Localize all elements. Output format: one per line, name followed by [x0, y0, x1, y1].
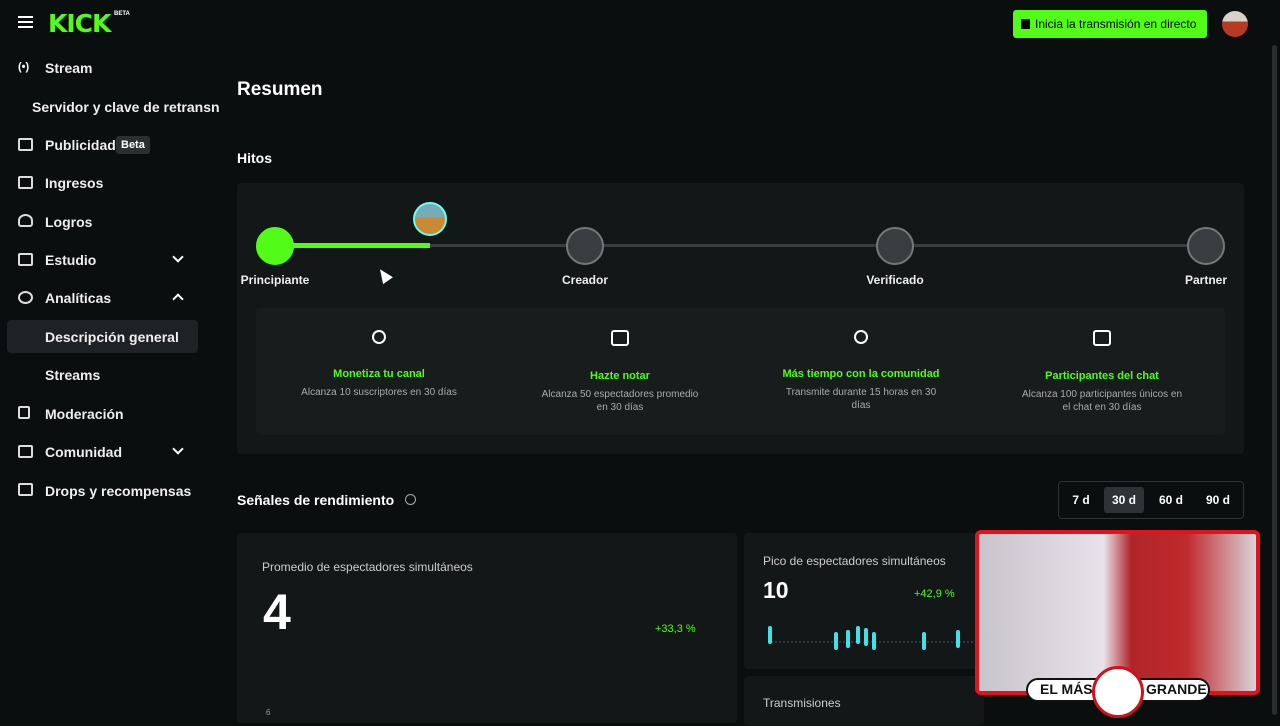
- task-icon: [372, 330, 386, 344]
- period-button[interactable]: 7 d: [1072, 493, 1090, 507]
- period-button[interactable]: 90 d: [1205, 493, 1230, 507]
- progress-track: [275, 244, 1206, 247]
- task-title: Monetiza tu canal: [333, 368, 425, 380]
- task-icon: [854, 330, 868, 344]
- progress-avatar: [413, 202, 447, 236]
- milestone-label: Creador: [561, 273, 609, 287]
- stat-card: [744, 533, 984, 669]
- task-title: Hazte notar: [590, 370, 650, 382]
- section-heading: Señales de rendimiento: [237, 492, 395, 508]
- task-icon: [1093, 330, 1111, 346]
- period-button[interactable]: 30 d: [1104, 487, 1144, 513]
- milestone-label: Principiante: [240, 273, 310, 287]
- stat-label: Transmisiones: [763, 696, 841, 710]
- nav-item[interactable]: Servidor y clave de retransn: [32, 99, 220, 115]
- nav-item[interactable]: Descripción general: [45, 329, 179, 345]
- scrollbar[interactable]: [1272, 45, 1277, 715]
- nav-icon: [18, 445, 33, 458]
- milestone-node: [876, 227, 914, 265]
- sparkline-base: [768, 641, 973, 643]
- caption-text: GRANDE: [1146, 681, 1207, 697]
- task: Hazte notar Alcanza 50 espectadores prome…: [520, 330, 720, 414]
- stat-card: [744, 676, 984, 726]
- page-title: Resumen: [237, 79, 323, 100]
- club-crest: [1092, 666, 1144, 718]
- nav-item[interactable]: Ingresos: [45, 175, 104, 191]
- progress-fill: [275, 243, 430, 248]
- logo-badge: BETA: [114, 11, 130, 17]
- nav-item[interactable]: Logros: [45, 214, 93, 230]
- stat-change: +33,3 %: [655, 623, 696, 635]
- task: Más tiempo con la comunidad Transmite dur…: [761, 330, 961, 412]
- task-icon: [611, 330, 629, 346]
- milestone-label: Verificado: [866, 273, 924, 287]
- nav-icon: [18, 214, 33, 227]
- task: Monetiza tu canal Alcanza 10 suscriptores…: [279, 330, 479, 399]
- stat-label: Promedio de espectadores simultáneos: [262, 560, 473, 574]
- nav-icon: [18, 138, 33, 151]
- task: Participantes del chat Alcanza 100 partic…: [1002, 330, 1202, 414]
- task-description: Transmite durante 15 horas en 30 días: [785, 387, 937, 411]
- sparkline-bars: [768, 626, 772, 644]
- milestone-node: [1187, 227, 1225, 265]
- user-avatar[interactable]: [1222, 11, 1248, 37]
- nav-icon: [18, 291, 33, 304]
- live-button-label: Inicia la transmisión en directo: [1035, 17, 1197, 31]
- axis-tick: 6: [266, 708, 271, 717]
- nav-icon: [18, 253, 33, 266]
- stat-label: Pico de espectadores simultáneos: [763, 554, 946, 568]
- nav-item[interactable]: Moderación: [45, 406, 124, 422]
- info-icon[interactable]: [405, 494, 416, 505]
- nav-icon: (•): [18, 61, 30, 73]
- milestone-node: [566, 227, 604, 265]
- task-title: Más tiempo con la comunidad: [782, 368, 940, 380]
- live-button[interactable]: Inicia la transmisión en directo: [1013, 10, 1207, 38]
- milestone-node: [256, 227, 294, 265]
- nav-item[interactable]: Comunidad: [45, 444, 122, 460]
- nav-item[interactable]: Estudio: [45, 252, 97, 268]
- live-button-icon: [1021, 19, 1030, 29]
- nav-icon: [18, 406, 30, 419]
- chevron-down[interactable]: [172, 251, 184, 263]
- task-description: Alcanza 50 espectadores promedio en 30 d…: [541, 389, 699, 413]
- tasks-panel: [256, 308, 1225, 435]
- task-description: Alcanza 10 suscriptores en 30 días: [301, 387, 457, 398]
- section-heading: Hitos: [237, 150, 272, 166]
- stat-value: 10: [763, 577, 789, 603]
- active-nav-bg: [7, 320, 198, 353]
- menu-button[interactable]: [18, 16, 33, 18]
- stat-card: [237, 533, 737, 723]
- caption-text: EL MÁS: [1040, 681, 1093, 697]
- task-title: Participantes del chat: [1045, 370, 1159, 382]
- nav-item[interactable]: Stream: [45, 60, 93, 76]
- task-description: Alcanza 100 participantes únicos en el c…: [1021, 389, 1183, 413]
- chevron-up[interactable]: [172, 293, 184, 305]
- logo[interactable]: KICK: [48, 9, 111, 38]
- nav-item[interactable]: Publicidad: [45, 137, 116, 153]
- nav-item[interactable]: Analíticas: [45, 290, 112, 306]
- beta-badge: Beta: [116, 136, 150, 154]
- nav-item[interactable]: Drops y recompensas: [45, 483, 192, 499]
- period-selector: [1058, 481, 1244, 519]
- nav-icon: [18, 483, 33, 496]
- milestone-label: Partner: [1184, 273, 1228, 287]
- chevron-down[interactable]: [172, 443, 184, 455]
- nav-icon: [18, 176, 33, 189]
- period-button[interactable]: 60 d: [1158, 493, 1183, 507]
- nav-item[interactable]: Streams: [45, 367, 101, 383]
- stat-value: 4: [263, 584, 291, 640]
- stat-change: +42,9 %: [914, 588, 955, 600]
